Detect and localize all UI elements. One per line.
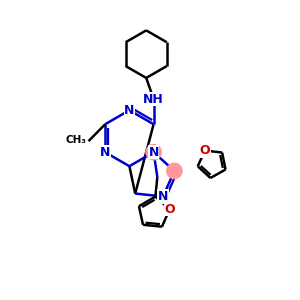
- Text: O: O: [200, 144, 210, 157]
- Text: N: N: [148, 146, 159, 159]
- Text: NH: NH: [143, 93, 164, 106]
- Text: N: N: [100, 146, 110, 159]
- Text: N: N: [124, 104, 135, 117]
- Circle shape: [146, 145, 161, 160]
- Text: O: O: [164, 203, 175, 216]
- Circle shape: [167, 163, 182, 178]
- Text: CH₃: CH₃: [65, 135, 86, 145]
- Text: N: N: [158, 190, 168, 203]
